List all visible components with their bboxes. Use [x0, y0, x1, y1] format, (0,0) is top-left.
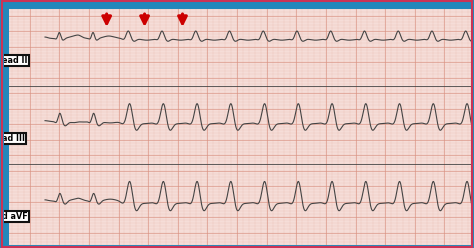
Text: d aVF: d aVF — [2, 212, 28, 221]
Text: ad III: ad III — [2, 134, 26, 143]
Bar — [0, 0, 9, 248]
Text: ead II: ead II — [2, 56, 28, 65]
Bar — [0, 0, 474, 9]
